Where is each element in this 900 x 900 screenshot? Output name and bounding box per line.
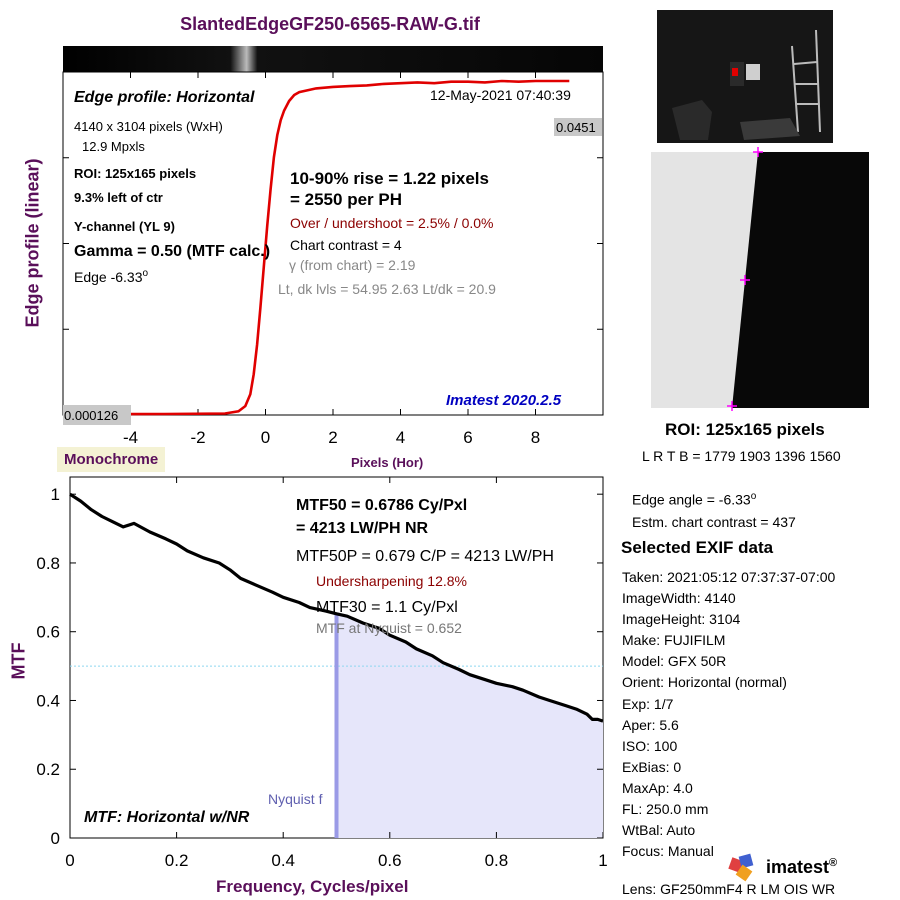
exif-item: ImageWidth: 4140 xyxy=(622,590,736,607)
min-value-box xyxy=(63,405,131,425)
thumbnail-floor-object xyxy=(740,118,800,140)
exif-item: Make: FUJIFILM xyxy=(622,632,726,649)
edge-heading: Edge profile: Horizontal xyxy=(74,89,255,106)
exif-item: Model: GFX 50R xyxy=(622,653,727,670)
mtf-y-tick-label: 0.6 xyxy=(36,623,60,642)
imatest-logo-icon xyxy=(728,853,754,882)
mtf-x-tick-label: 0.6 xyxy=(378,851,402,870)
mtf-caption: MTF: Horizontal w/NR xyxy=(84,809,250,826)
levels-text: Lt, dk lvls = 54.95 2.63 Lt/dk = 20.9 xyxy=(278,281,496,297)
undersharpening-text: Undersharpening 12.8% xyxy=(316,573,467,589)
edge-x-tick-label: 6 xyxy=(463,428,472,447)
mtf-y-tick-label: 0.2 xyxy=(36,760,60,779)
rise-text: 10-90% rise = 1.22 pixels xyxy=(290,169,489,188)
chart-contrast-text: Chart contrast = 4 xyxy=(290,237,402,253)
edge-profile-line xyxy=(66,79,570,416)
mtf-area-fill xyxy=(336,613,603,838)
exif-item: Orient: Horizontal (normal) xyxy=(622,674,787,691)
exif-item: WtBal: Auto xyxy=(622,822,696,839)
edge-x-tick-label: 2 xyxy=(328,428,337,447)
edge-angle-text: Edge -6.33o xyxy=(74,268,149,285)
mtf-x-tick-label: 0.8 xyxy=(485,851,509,870)
image-dims: 4140 x 3104 pixels (WxH) xyxy=(74,119,223,134)
estimated-contrast: Estm. chart contrast = 437 xyxy=(632,514,796,530)
gamma-text: Gamma = 0.50 (MTF calc.) xyxy=(74,243,270,260)
roi-bounds: L R T B = 1779 1903 1396 1560 xyxy=(642,448,841,464)
exif-item: ISO: 100 xyxy=(622,737,678,754)
thumbnail-target xyxy=(746,64,760,80)
per-ph-text: = 2550 per PH xyxy=(290,190,402,209)
exif-list: Taken: 2021:05:12 07:37:37-07:00 ImageWi… xyxy=(622,567,835,862)
exif-item: ImageHeight: 3104 xyxy=(622,611,741,628)
edge-angle-info: Edge angle = -6.33o xyxy=(632,491,757,508)
lens-info: Lens: GF250mmF4 R LM OIS WR xyxy=(622,881,836,897)
mtf-line xyxy=(69,492,604,723)
roi-markers xyxy=(727,147,763,411)
edge-x-tick-label: 8 xyxy=(531,428,540,447)
left-of-ctr: 9.3% left of ctr xyxy=(74,190,163,205)
edge-x-tick-label: 4 xyxy=(396,428,405,447)
edge-grid xyxy=(63,157,603,330)
mtf-x-tick-label: 0.2 xyxy=(165,851,189,870)
edge-strip-image xyxy=(63,46,603,72)
exif-item: Taken: 2021:05:12 07:37:37-07:00 xyxy=(622,569,836,585)
mtf-x-tick-label: 0 xyxy=(65,851,74,870)
thumbnail-ladder xyxy=(791,29,821,133)
imatest-logo-text: imatest® xyxy=(766,857,838,877)
min-value-label: 0.000126 xyxy=(64,408,118,423)
max-value-box xyxy=(554,118,602,136)
edge-x-tick-label: -2 xyxy=(190,428,205,447)
roi-bright-region xyxy=(651,152,758,408)
mtf-y-tick-label: 1 xyxy=(51,485,60,504)
exif-item: FL: 250.0 mm xyxy=(622,801,709,818)
edge-x-tick-label: -4 xyxy=(123,428,138,447)
monochrome-badge: Monochrome xyxy=(57,447,166,472)
mtf50-text: MTF50 = 0.6786 Cy/Pxl xyxy=(296,497,467,514)
edge-x-tick-label: 0 xyxy=(261,428,270,447)
nyquist-value-text: MTF at Nyquist = 0.652 xyxy=(316,620,462,636)
max-value-label: 0.0451 xyxy=(556,120,596,135)
lwph-text: = 4213 LW/PH NR xyxy=(296,520,428,537)
roi-text: ROI: 125x165 pixels xyxy=(74,166,196,181)
mtf-x-tick-label: 0.4 xyxy=(271,851,295,870)
mtf30-text: MTF30 = 1.1 Cy/Pxl xyxy=(316,599,458,616)
exif-item: Focus: Manual xyxy=(622,843,714,860)
mtf-x-axis-label: Frequency, Cycles/pixel xyxy=(216,877,409,896)
nyquist-label: Nyquist f xyxy=(268,791,323,807)
gamma-chart-text: γ (from chart) = 2.19 xyxy=(289,257,416,273)
edge-date: 12-May-2021 07:40:39 xyxy=(430,87,571,103)
image-mpxls: 12.9 Mpxls xyxy=(82,139,145,154)
edge-x-ticks: -4 -2 0 2 4 6 8 xyxy=(123,72,540,447)
exif-item: ExBias: 0 xyxy=(622,758,682,775)
roi-caption: ROI: 125x165 pixels xyxy=(665,420,825,439)
thumbnail-roi-marker xyxy=(732,68,738,76)
exif-item: Aper: 5.6 xyxy=(622,716,679,733)
edge-plot-area xyxy=(62,71,604,416)
mtf50p-text: MTF50P = 0.679 C/P = 4213 LW/PH xyxy=(296,548,554,565)
exif-item: MaxAp: 4.0 xyxy=(622,779,693,796)
mtf-ticks: 0 0.2 0.4 0.6 0.8 1 0 0.2 0.4 0.6 0.8 1 xyxy=(36,477,608,870)
exif-heading: Selected EXIF data xyxy=(621,538,774,557)
mtf-y-tick-label: 0.8 xyxy=(36,554,60,573)
version-label: Imatest 2020.2.5 xyxy=(446,392,562,409)
mtf-y-tick-label: 0 xyxy=(51,829,60,848)
mtf-y-tick-label: 0.4 xyxy=(36,691,60,710)
exif-item: Exp: 1/7 xyxy=(622,695,674,712)
overshoot-text: Over / undershoot = 2.5% / 0.0% xyxy=(290,215,494,231)
edge-x-axis-label: Pixels (Hor) xyxy=(351,455,424,470)
thumbnail-furniture xyxy=(672,100,712,140)
mtf-x-tick-label: 1 xyxy=(598,851,607,870)
page-title: SlantedEdgeGF250-6565-RAW-G.tif xyxy=(180,14,480,34)
channel-text: Y-channel (YL 9) xyxy=(74,219,175,234)
